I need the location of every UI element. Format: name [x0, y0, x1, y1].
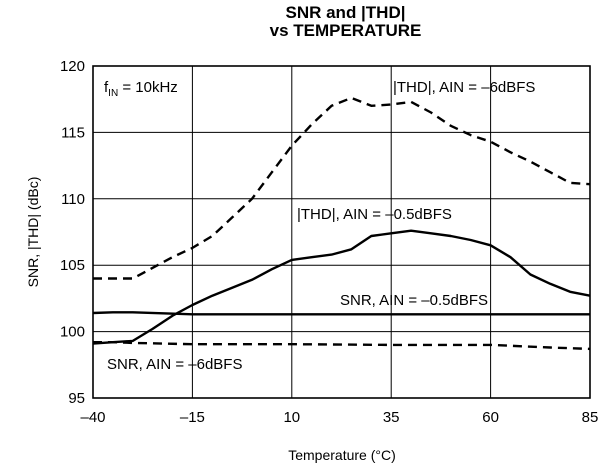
- x-tick-label: 35: [383, 409, 400, 426]
- tick-labels: –40 –15 10 35 60 85 95 100 105 110 115 120: [60, 58, 598, 426]
- condition-note: fIN = 10kHz: [104, 79, 178, 99]
- grid: [93, 66, 590, 398]
- x-tick-label: 85: [582, 409, 599, 426]
- series-line-snr-minus6: [93, 341, 591, 351]
- y-tick-label: 95: [68, 390, 85, 407]
- y-tick-label: 120: [60, 58, 85, 75]
- condition-note-subscript: IN: [108, 88, 118, 99]
- x-tick-label: 60: [482, 409, 499, 426]
- condition-note-suffix: = 10kHz: [118, 79, 178, 96]
- series-label-snr-minus6: SNR, AIN = –6dBFS: [107, 356, 242, 373]
- series-line-thd-minus6: [93, 96, 591, 280]
- series-label-snr-minus0p5: SNR, AIN = –0.5dBFS: [340, 292, 488, 309]
- plot-frame: [92, 65, 591, 399]
- x-tick-label: 10: [283, 409, 300, 426]
- y-tick-label: 105: [60, 257, 85, 274]
- chart-title-line-1: SNR and |THD|: [285, 3, 406, 22]
- series-lines: [92, 96, 591, 351]
- chart-title-line-2: vs TEMPERATURE: [269, 21, 422, 40]
- series-label-thd-minus0p5: |THD|, AIN = –0.5dBFS: [297, 206, 452, 223]
- y-axis-label: SNR, |THD| (dBc): [25, 177, 41, 288]
- y-tick-label: 110: [61, 191, 85, 208]
- x-tick-label: –40: [80, 409, 105, 426]
- condition-note-prefix: f: [104, 79, 109, 96]
- series-line-thd-minus0p5: [92, 229, 591, 345]
- y-tick-label: 115: [61, 124, 85, 141]
- x-tick-label: –15: [180, 409, 205, 426]
- y-tick-label: 100: [60, 324, 85, 341]
- x-axis-label: Temperature (°C): [288, 447, 396, 463]
- series-line-snr-minus0p5: [92, 311, 590, 316]
- series-label-thd-minus6: |THD|, AIN = –6dBFS: [393, 79, 535, 96]
